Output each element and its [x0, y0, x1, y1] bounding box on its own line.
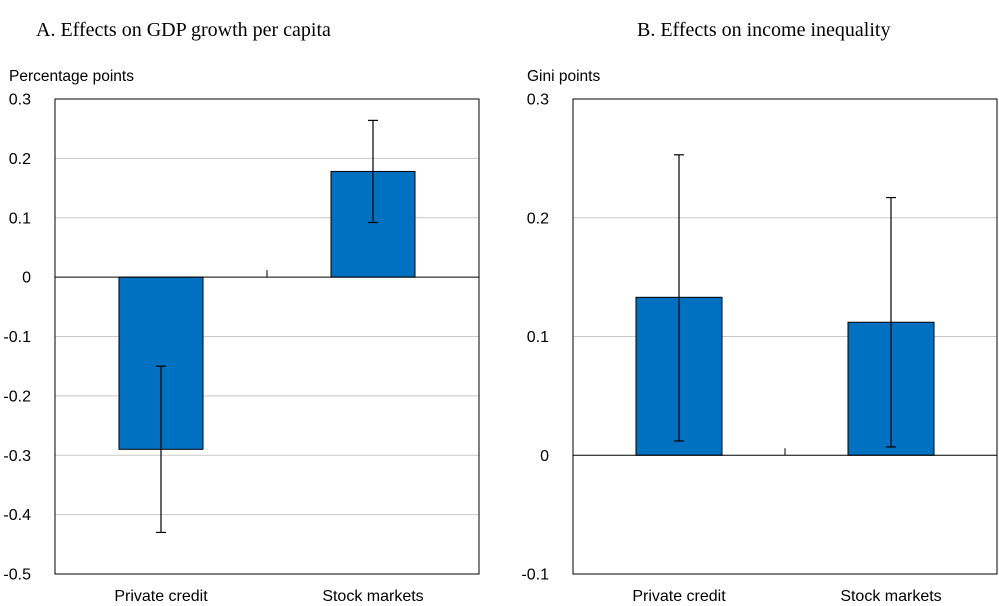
panel-a-plot-border: [54, 98, 480, 575]
panel-b-category-label: Private credit: [632, 588, 726, 605]
panel-b-title: B. Effects on income inequality: [637, 19, 890, 41]
panel-b-ylabel: Gini points: [527, 68, 600, 85]
panel-a-ytick-label: 0.2: [9, 151, 31, 168]
panel-a-plot-area: 0.3 0.2 0.1 0 -0.1 -0.2 -0.3 -0.4 -0.5 Private cr…: [3, 92, 480, 605]
panel-a: A. Effects on GDP growth per capita Perc…: [3, 19, 480, 605]
panel-a-ytick-label: -0.4: [3, 507, 31, 524]
panel-b-plot-border: [572, 98, 998, 575]
panel-b-ytick-label: 0.3: [527, 92, 549, 109]
panel-a-ytick-label: 0.1: [9, 210, 31, 227]
panel-b-ytick-label: -0.1: [521, 567, 549, 584]
panel-b-ytick-label: 0: [540, 448, 549, 465]
panel-a-title: A. Effects on GDP growth per capita: [36, 19, 331, 41]
panel-a-ytick-label: 0.3: [9, 92, 31, 109]
panel-a-ylabel: Percentage points: [9, 68, 134, 85]
panel-a-ytick-label: 0: [22, 270, 31, 287]
panel-b-ytick-label: 0.2: [527, 210, 549, 227]
panel-b: B. Effects on income inequality Gini poi…: [521, 19, 998, 605]
panel-a-ytick-label: -0.1: [3, 329, 31, 346]
panel-b-category-label: Stock markets: [840, 588, 941, 605]
panel-a-category-label: Stock markets: [322, 588, 423, 605]
panel-a-category-label: Private credit: [114, 588, 208, 605]
panel-a-ytick-label: -0.3: [3, 448, 31, 465]
panel-b-ytick-label: 0.1: [527, 329, 549, 346]
panel-a-ytick-label: -0.5: [3, 567, 31, 584]
panel-b-plot-area: 0.3 0.2 0.1 0 -0.1 Private credit Stock market…: [521, 92, 998, 605]
panel-a-ytick-label: -0.2: [3, 388, 31, 405]
